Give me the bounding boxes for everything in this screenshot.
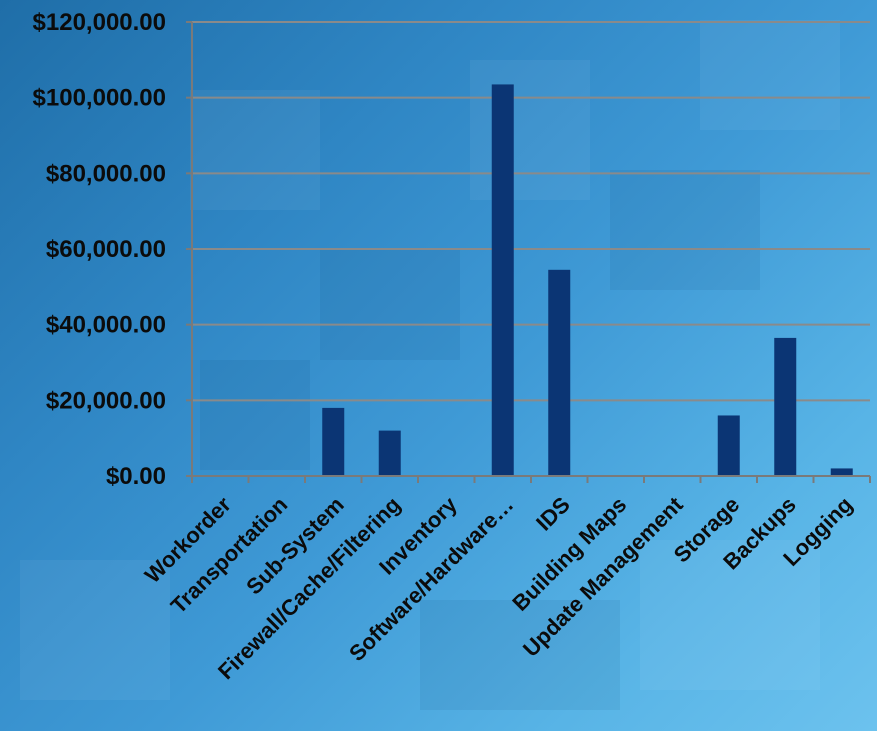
x-tick-labels: WorkorderTransportationSub-SystemFirewal… <box>140 491 858 684</box>
y-tick-labels: $0.00 $20,000.00 $40,000.00 $60,000.00 $80,0… <box>33 9 166 490</box>
bar <box>378 430 401 476</box>
bar <box>830 468 853 476</box>
y-tick-label: $80,000.00 <box>46 160 166 187</box>
bar <box>322 407 345 476</box>
bar <box>774 337 797 476</box>
x-tick-label: IDS <box>531 492 575 536</box>
y-tick-label: $100,000.00 <box>33 85 166 112</box>
bar <box>491 84 514 477</box>
axes <box>186 21 871 483</box>
y-tick-label: $0.00 <box>106 463 166 490</box>
y-tick-label: $120,000.00 <box>33 9 166 36</box>
y-tick-label: $40,000.00 <box>46 312 166 339</box>
bar <box>717 415 740 476</box>
bars <box>322 84 853 477</box>
gridlines <box>192 21 870 402</box>
y-tick-label: $20,000.00 <box>46 387 166 414</box>
y-tick-label: $60,000.00 <box>46 236 166 263</box>
bar <box>548 269 571 476</box>
